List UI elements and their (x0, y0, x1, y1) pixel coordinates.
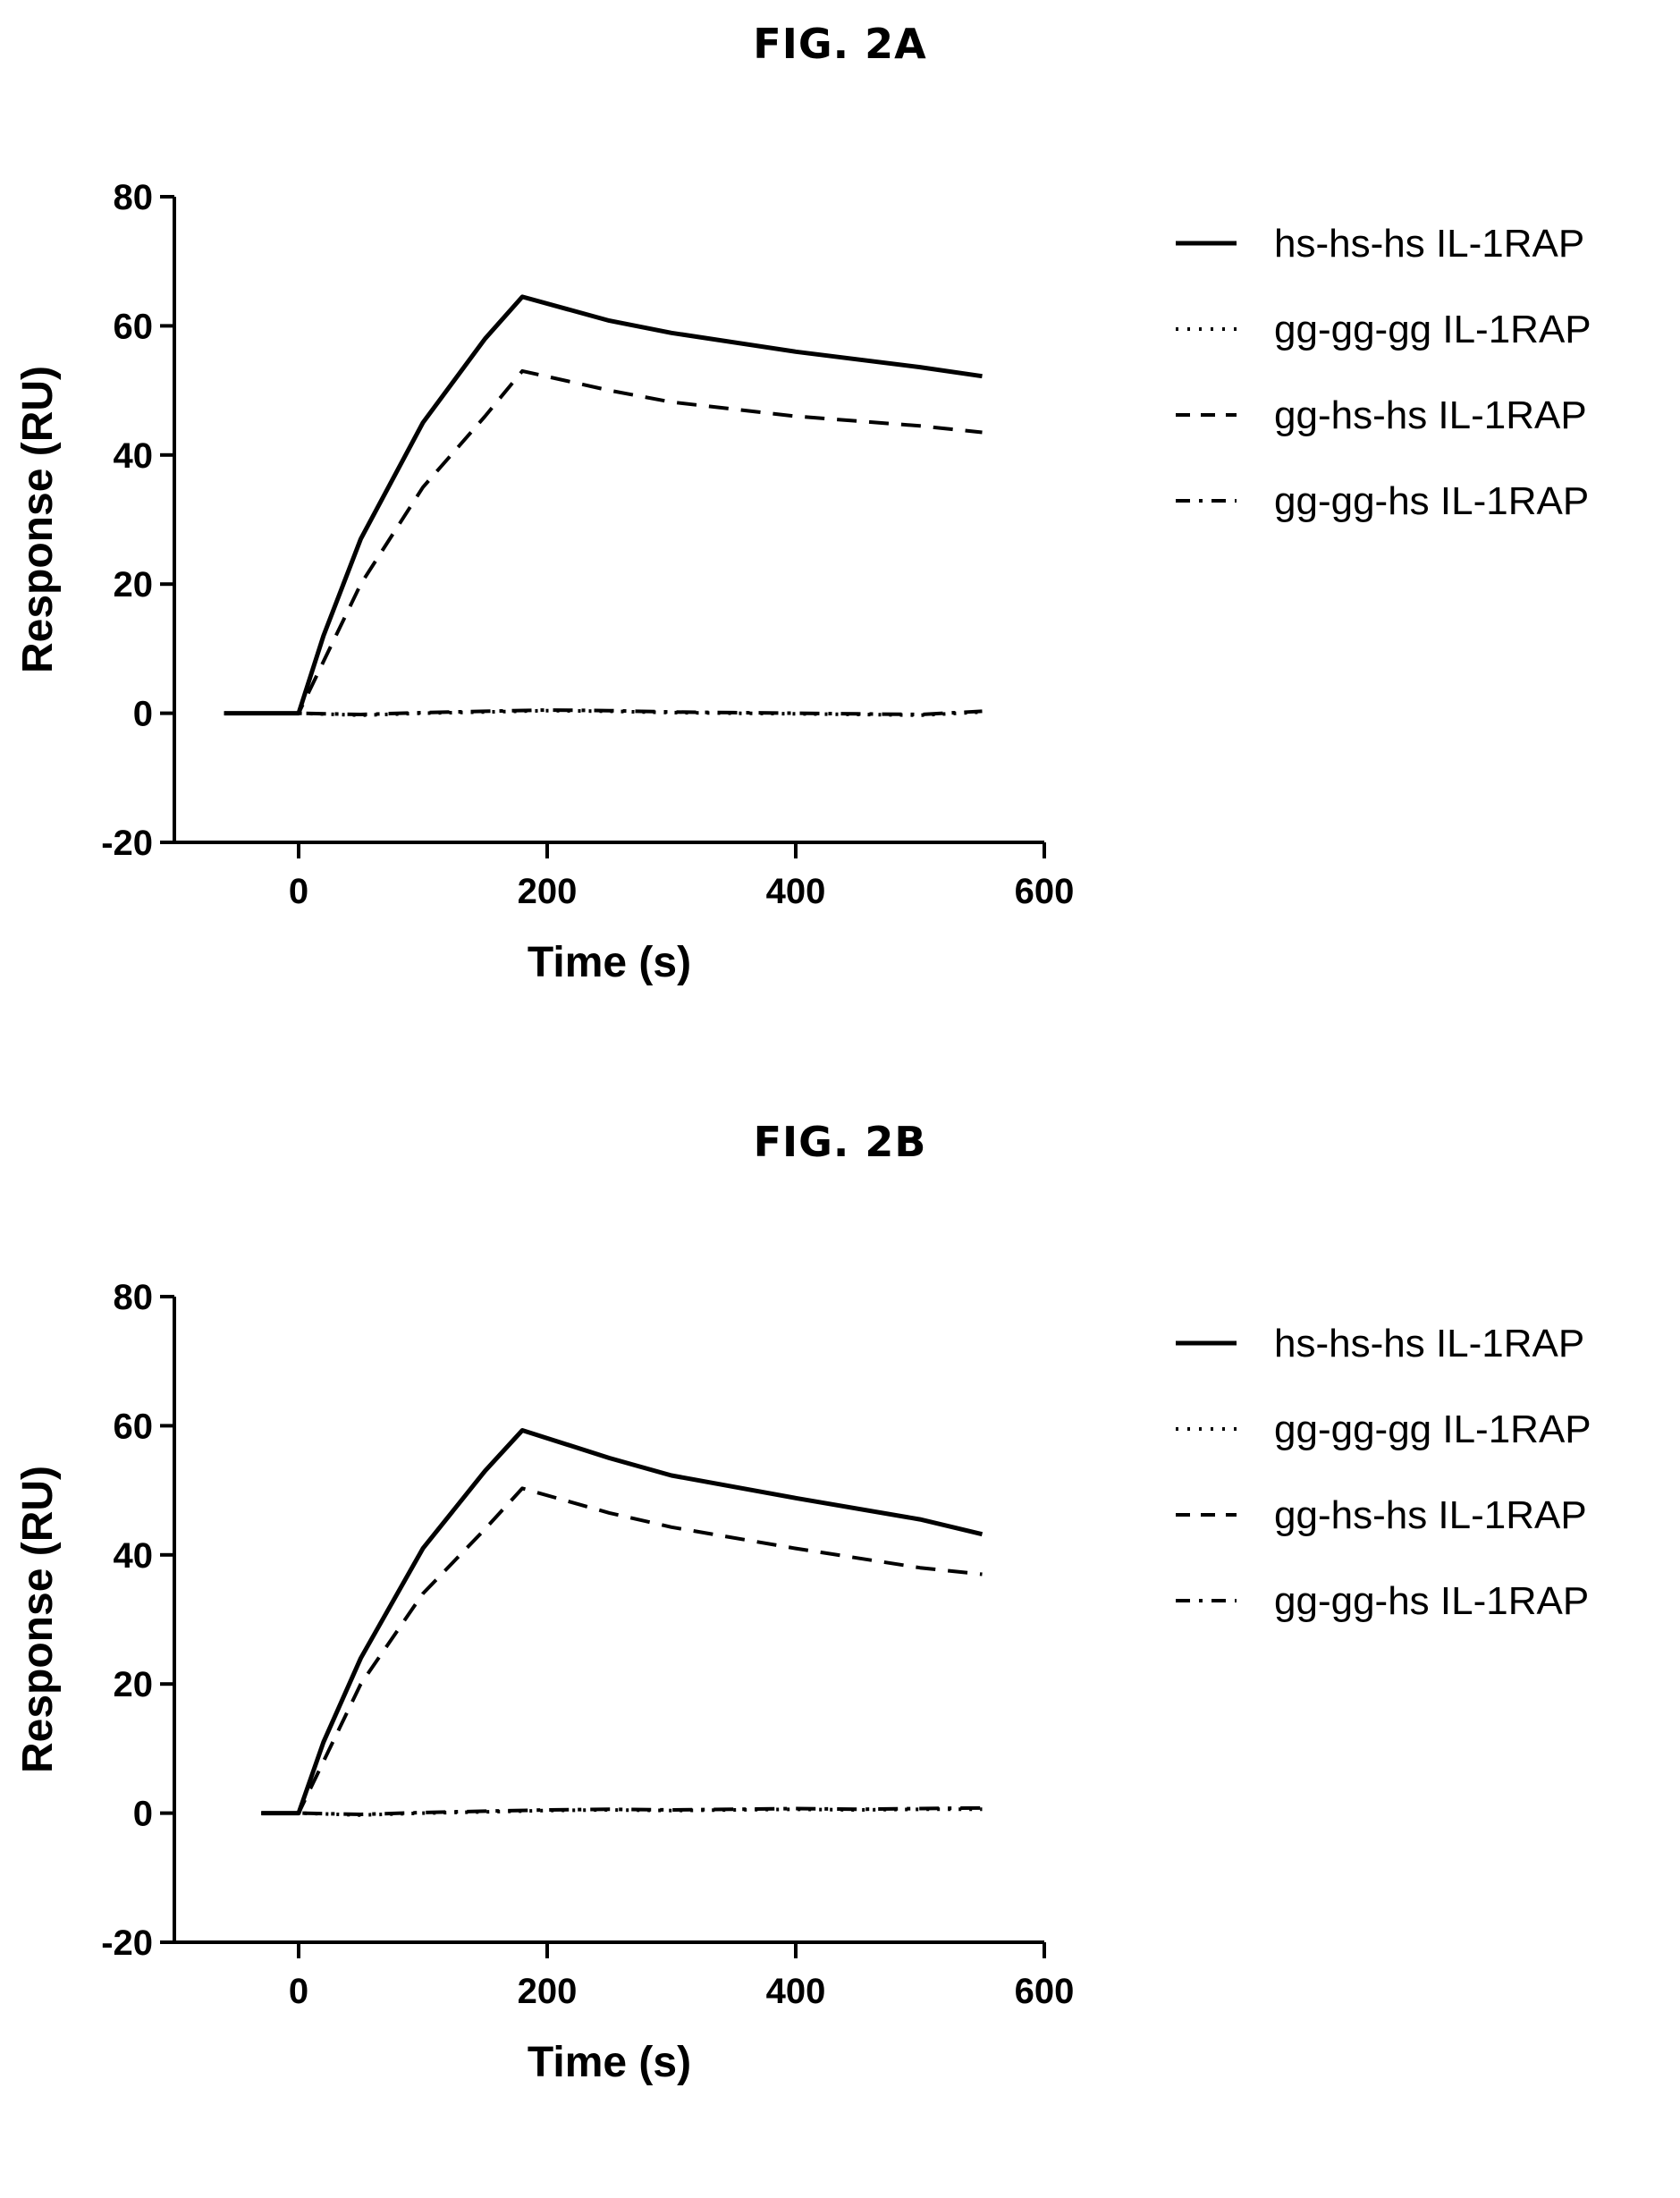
series-line-dashdot (261, 1805, 983, 1816)
series-line-solid (224, 294, 983, 716)
y-tick-label: 60 (114, 1407, 154, 1446)
x-tick-label: 0 (289, 1972, 308, 2011)
y-tick-label: 40 (114, 1536, 154, 1576)
y-tick-label: -20 (101, 824, 153, 863)
series-line-dashed (224, 368, 983, 715)
series-line-dashdot (224, 708, 983, 716)
y-tick-label: 80 (114, 1278, 154, 1317)
legend-label: hs-hs-hs IL-1RAP (1274, 1322, 1584, 1365)
x-tick-label: 0 (289, 872, 308, 911)
x-tick-label: 200 (518, 1972, 578, 2011)
legend-label: gg-gg-gg IL-1RAP (1274, 1408, 1591, 1451)
legend-label: gg-gg-hs IL-1RAP (1274, 1579, 1589, 1623)
legend-label: gg-hs-hs IL-1RAP (1274, 1493, 1587, 1537)
legend-label: gg-gg-hs IL-1RAP (1274, 479, 1589, 523)
legend-label: gg-hs-hs IL-1RAP (1274, 393, 1587, 437)
figure-title-2b: FIG. 2B (753, 1118, 927, 1166)
figure-title-2a: FIG. 2A (753, 20, 927, 68)
y-tick-label: -20 (101, 1923, 153, 1963)
y-tick-label: 0 (133, 1795, 153, 1834)
x-axis-title: Time (s) (528, 939, 691, 986)
x-axis-title: Time (s) (528, 2039, 691, 2086)
y-tick-label: 80 (114, 178, 154, 217)
y-tick-label: 20 (114, 1665, 154, 1704)
chart-2a: -20 0 20 40 60 80 0 200 400 600 Time (s) Response (… (14, 178, 1591, 986)
x-tick-label: 200 (518, 872, 578, 911)
chart-2b: -20 0 20 40 60 80 0 200 400 600 Time (s) Response (… (14, 1278, 1591, 2086)
y-tick-label: 20 (114, 565, 154, 604)
y-tick-label: 60 (114, 307, 154, 346)
series-line-solid (261, 1428, 984, 1816)
x-tick-label: 600 (1015, 872, 1075, 911)
y-axis-title: Response (RU) (14, 366, 62, 673)
y-axis-title: Response (RU) (14, 1466, 62, 1773)
x-tick-label: 400 (766, 872, 826, 911)
legend-label: hs-hs-hs IL-1RAP (1274, 222, 1584, 266)
x-tick-label: 400 (766, 1972, 826, 2011)
y-tick-label: 0 (133, 695, 153, 734)
y-tick-label: 40 (114, 436, 154, 476)
series-line-dashed (261, 1486, 983, 1815)
x-tick-label: 600 (1015, 1972, 1075, 2011)
legend-label: gg-gg-gg IL-1RAP (1274, 308, 1591, 351)
